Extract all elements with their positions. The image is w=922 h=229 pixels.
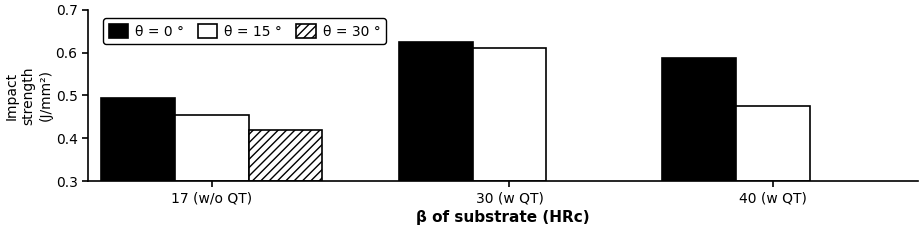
Bar	[175, 115, 249, 181]
Bar	[662, 58, 736, 181]
Y-axis label: Impact
strength
(J/mm²): Impact strength (J/mm²)	[5, 66, 53, 125]
Bar	[101, 98, 175, 181]
Legend: θ = 0 °, θ = 15 °, θ = 30 °: θ = 0 °, θ = 15 °, θ = 30 °	[103, 18, 386, 44]
X-axis label: β of substrate (HRc): β of substrate (HRc)	[416, 210, 590, 225]
Bar	[249, 130, 323, 181]
Bar	[736, 106, 810, 181]
Bar	[399, 42, 473, 181]
Bar	[473, 48, 547, 181]
